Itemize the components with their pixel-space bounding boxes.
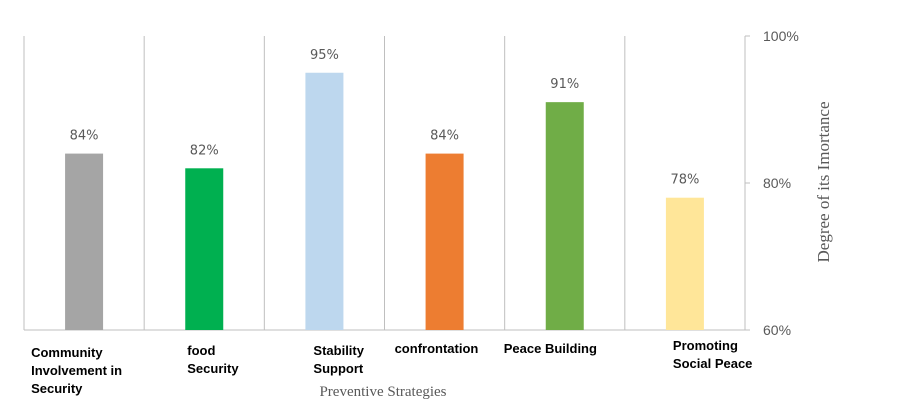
category-label: Peace Building — [504, 341, 597, 356]
category-label: Promoting Social Peace — [673, 338, 753, 371]
bar — [65, 153, 104, 330]
bar — [305, 72, 344, 330]
data-label: 78% — [670, 173, 699, 188]
data-label: 91% — [550, 77, 579, 92]
bar — [425, 153, 464, 330]
value-labels: 84% 82% 95% 84% 91% 78% — [70, 48, 700, 188]
data-label: 84% — [70, 129, 99, 144]
data-label: 95% — [310, 48, 339, 63]
category-label: food Security — [187, 343, 239, 376]
data-label: 84% — [430, 129, 459, 144]
bar — [185, 168, 224, 330]
category-label: confrontation — [395, 341, 479, 356]
data-label: 82% — [190, 143, 219, 158]
category-label: Stability Support — [313, 343, 364, 376]
y-tick-label: 100% — [763, 28, 799, 44]
category-separators — [23, 36, 746, 331]
category-labels: Community Involvement in Security food Secur… — [31, 338, 752, 396]
x-axis-title: Preventive Strategies — [319, 384, 446, 400]
y-tick-label: 80% — [763, 175, 791, 191]
y-axis: 100% 80% 60% — [744, 28, 799, 338]
y-tick-label: 60% — [763, 322, 791, 338]
bar — [665, 197, 704, 330]
y-axis-title: Degree of its Imortance — [814, 102, 833, 263]
category-label: Community Involvement in Security — [31, 345, 122, 396]
bars — [65, 72, 704, 331]
bar — [545, 102, 584, 331]
